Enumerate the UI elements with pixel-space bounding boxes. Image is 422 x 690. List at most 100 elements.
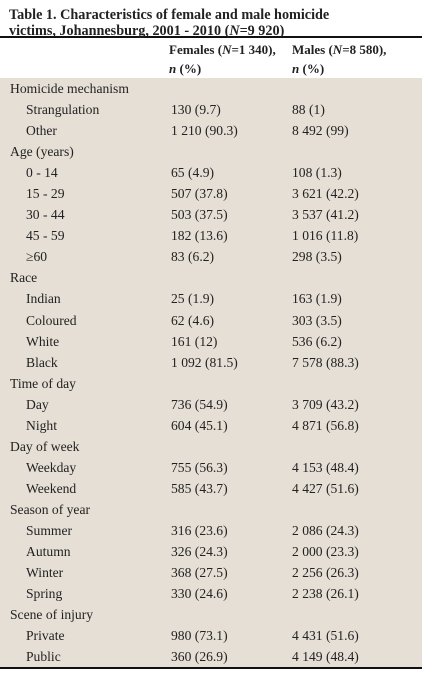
males-value: 4 149 (48.4) [292, 649, 359, 665]
table-row: Summer 316 (23.6) 2 086 (24.3) [0, 520, 422, 541]
row-label: 30 - 44 [26, 207, 65, 223]
header-females-suffix: =1 340), [231, 42, 276, 57]
row-label: Day [26, 396, 49, 412]
males-value: 3 621 (42.2) [292, 186, 359, 202]
females-value: 65 (4.9) [171, 165, 215, 181]
females-value: 585 (43.7) [171, 480, 228, 496]
title-line-2-suffix: =9 920) [239, 23, 285, 39]
header-females-label: Females (N=1 340), [169, 40, 276, 59]
table-group-row: Race [0, 267, 422, 288]
table-title: Table 1. Characteristics of female and m… [0, 0, 422, 39]
header-males-label: Males (N=8 580), [292, 40, 386, 59]
females-value: 130 (9.7) [171, 102, 221, 118]
row-label: Weekday [26, 459, 77, 475]
row-label: Coloured [26, 312, 77, 328]
row-label: 45 - 59 [26, 228, 65, 244]
males-value: 163 (1.9) [292, 291, 342, 307]
females-value: 182 (13.6) [171, 228, 228, 244]
males-value: 4 153 (48.4) [292, 459, 359, 475]
females-value: 755 (56.3) [171, 459, 228, 475]
row-label: Summer [26, 522, 73, 538]
table-row: Strangulation 130 (9.7) 88 (1) [0, 99, 422, 120]
table-group-row: Scene of injury [0, 604, 422, 625]
males-value: 4 871 (56.8) [292, 417, 359, 433]
table-row: Coloured 62 (4.6) 303 (3.5) [0, 310, 422, 331]
table-row: Autumn 326 (24.3) 2 000 (23.3) [0, 541, 422, 562]
header-females-unit-pct: (%) [176, 61, 202, 76]
males-value: 2 256 (26.3) [292, 565, 359, 581]
females-value: 330 (24.6) [171, 586, 228, 602]
group-label: Age (years) [10, 144, 74, 160]
females-value: 83 (6.2) [171, 249, 215, 265]
header-females-n: N [222, 42, 232, 57]
row-label: Other [26, 123, 57, 139]
table-row: Indian 25 (1.9) 163 (1.9) [0, 288, 422, 309]
females-value: 360 (26.9) [171, 649, 228, 665]
table-group-row: Time of day [0, 373, 422, 394]
males-value: 1 016 (11.8) [292, 228, 359, 244]
females-value: 368 (27.5) [171, 565, 228, 581]
table-body: Homicide mechanism Strangulation 130 (9.7)… [0, 78, 422, 670]
table-row: Spring 330 (24.6) 2 238 (26.1) [0, 583, 422, 604]
females-value: 1 092 (81.5) [171, 354, 238, 370]
table-row: Winter 368 (27.5) 2 256 (26.3) [0, 562, 422, 583]
row-label: 15 - 29 [26, 186, 65, 202]
header-males-suffix: =8 580), [342, 42, 387, 57]
males-value: 4 427 (51.6) [292, 480, 359, 496]
header-males: Males (N=8 580), n (%) [292, 40, 386, 78]
group-label: Scene of injury [10, 607, 94, 623]
females-value: 62 (4.6) [171, 312, 215, 328]
row-label: Spring [26, 586, 63, 602]
title-n-symbol: N [229, 23, 240, 39]
header-females-unit-n: n [169, 61, 177, 76]
females-value: 1 210 (90.3) [171, 123, 238, 139]
females-value: 161 (12) [171, 333, 218, 349]
table-row: 45 - 59 182 (13.6) 1 016 (11.8) [0, 225, 422, 246]
row-label: ≥60 [26, 249, 48, 265]
females-value: 507 (37.8) [171, 186, 228, 202]
title-line-1: Table 1. Characteristics of female and m… [9, 7, 330, 23]
header-females: Females (N=1 340), n (%) [169, 40, 276, 78]
table-row: Private 980 (73.1) 4 431 (51.6) [0, 625, 422, 646]
table-row: 0 - 14 65 (4.9) 108 (1.3) [0, 162, 422, 183]
header-females-unit: n (%) [169, 59, 276, 78]
table-row: Public 360 (26.9) 4 149 (48.4) [0, 646, 422, 667]
row-label: Autumn [26, 544, 71, 560]
females-value: 980 (73.1) [171, 628, 228, 644]
group-label: Homicide mechanism [10, 81, 129, 96]
females-value: 25 (1.9) [171, 291, 215, 307]
header-males-unit-n: n [292, 61, 300, 76]
table-row: Night 604 (45.1) 4 871 (56.8) [0, 415, 422, 436]
males-value: 8 492 (99) [292, 123, 349, 139]
table-row: 15 - 29 507 (37.8) 3 621 (42.2) [0, 183, 422, 204]
table-row: Weekend 585 (43.7) 4 427 (51.6) [0, 478, 422, 499]
males-value: 88 (1) [292, 102, 325, 118]
males-value: 3 537 (41.2) [292, 207, 359, 223]
table-group-row: Age (years) [0, 141, 422, 162]
males-value: 536 (6.2) [292, 333, 342, 349]
females-value: 316 (23.6) [171, 522, 228, 538]
males-value: 7 578 (88.3) [292, 354, 359, 370]
males-value: 2 000 (23.3) [292, 544, 359, 560]
males-value: 298 (3.5) [292, 249, 342, 265]
table-group-row: Homicide mechanism [0, 78, 422, 99]
row-label: White [26, 333, 60, 349]
group-label: Race [10, 270, 38, 286]
table-row: Weekday 755 (56.3) 4 153 (48.4) [0, 457, 422, 478]
table-row: Day 736 (54.9) 3 709 (43.2) [0, 394, 422, 415]
males-value: 3 709 (43.2) [292, 396, 359, 412]
table-row: 30 - 44 503 (37.5) 3 537 (41.2) [0, 204, 422, 225]
row-label: Black [26, 354, 58, 370]
row-label: Night [26, 417, 57, 433]
males-value: 2 086 (24.3) [292, 522, 359, 538]
row-label: Weekend [26, 480, 77, 496]
table-group-row: Day of week [0, 436, 422, 457]
header-females-prefix: Females ( [169, 42, 223, 57]
table-group-row: Season of year [0, 499, 422, 520]
row-label: Public [26, 649, 61, 665]
table-row: Black 1 092 (81.5) 7 578 (88.3) [0, 352, 422, 373]
title-line-2-prefix: victims, Johannesburg, 2001 - 2010 ( [9, 23, 230, 39]
table-row: White 161 (12) 536 (6.2) [0, 331, 422, 352]
females-value: 326 (24.3) [171, 544, 228, 560]
row-label: Private [26, 628, 65, 644]
